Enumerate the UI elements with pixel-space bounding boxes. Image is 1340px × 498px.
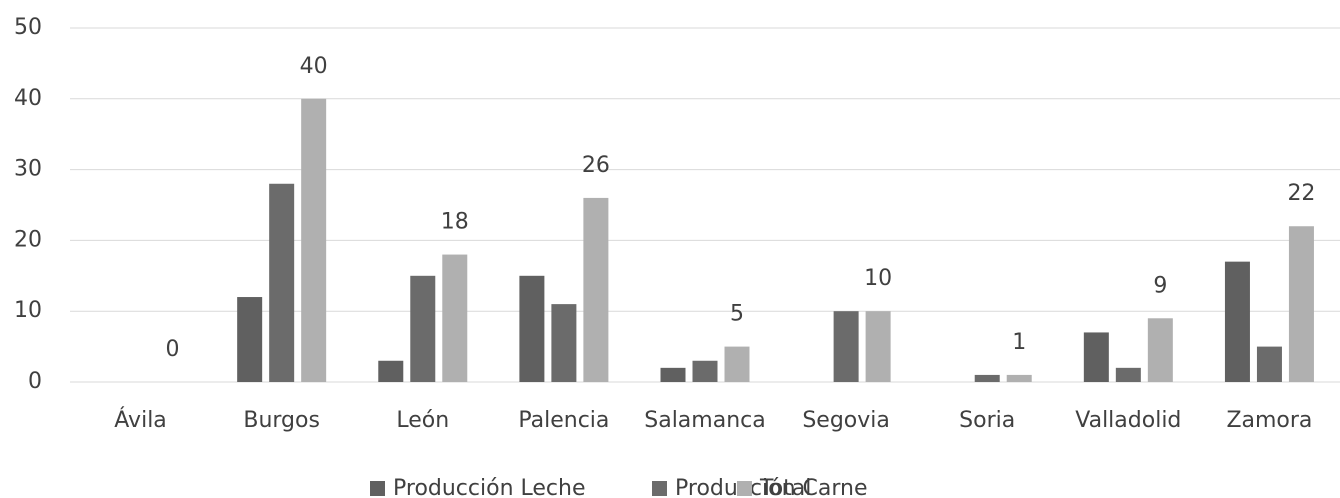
data-label: 18 [441, 210, 469, 235]
bar [1224, 261, 1250, 382]
x-tick-label: Palencia [518, 408, 609, 433]
bar [551, 304, 577, 382]
bar [1083, 332, 1109, 382]
x-tick-label: Valladolid [1075, 408, 1181, 433]
y-tick-label: 30 [14, 157, 42, 182]
y-tick-label: 50 [14, 15, 42, 40]
data-label: 10 [864, 266, 892, 291]
x-tick-label: Ávila [114, 407, 167, 433]
x-tick-label: Segovia [802, 408, 890, 433]
bar [442, 254, 468, 382]
bar [1006, 374, 1032, 382]
data-label: 5 [730, 302, 744, 327]
legend-swatch [652, 481, 667, 496]
x-tick-label: Salamanca [644, 408, 765, 433]
legend-swatch [737, 481, 752, 496]
bar [519, 275, 545, 382]
x-tick-label: Soria [959, 408, 1015, 433]
x-tick-label: Zamora [1226, 408, 1312, 433]
bar [378, 360, 404, 382]
bar [833, 311, 859, 382]
bar [1115, 367, 1141, 382]
legend-label: Producción Leche [393, 476, 586, 498]
x-tick-label: Burgos [243, 408, 320, 433]
bar [269, 183, 295, 382]
bar [410, 275, 436, 382]
data-label: 40 [300, 54, 328, 79]
legend-label: Producción Carne [675, 476, 868, 498]
data-label: 26 [582, 153, 610, 178]
data-label: 22 [1287, 181, 1315, 206]
legend-label: Total [759, 476, 811, 498]
x-tick-label: León [396, 408, 449, 433]
bar [1288, 226, 1314, 382]
legend-swatch [370, 481, 385, 496]
bar [724, 346, 750, 382]
y-tick-label: 10 [14, 298, 42, 323]
bar [1256, 346, 1282, 382]
bar [1147, 318, 1173, 382]
y-tick-label: 0 [28, 369, 42, 394]
bar [237, 297, 263, 382]
bar [974, 374, 1000, 382]
bar [692, 360, 718, 382]
y-tick-label: 20 [14, 227, 42, 252]
data-label: 9 [1153, 273, 1167, 298]
data-label: 0 [166, 337, 180, 362]
data-label: 1 [1012, 330, 1026, 355]
bar [865, 311, 891, 382]
bar [301, 98, 327, 383]
bar [660, 367, 686, 382]
y-tick-label: 40 [14, 86, 42, 111]
bar [583, 197, 609, 382]
